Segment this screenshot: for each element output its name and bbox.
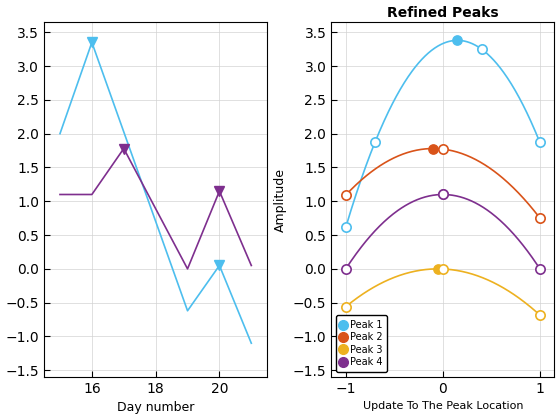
- Point: [535, 265, 544, 272]
- Point: [453, 37, 462, 44]
- Point: [535, 139, 544, 146]
- X-axis label: Day number: Day number: [117, 402, 194, 415]
- Point: [428, 145, 437, 152]
- Point: [370, 139, 379, 146]
- X-axis label: Update To The Peak Location: Update To The Peak Location: [362, 402, 523, 412]
- Point: [535, 215, 544, 221]
- Title: Refined Peaks: Refined Peaks: [387, 5, 498, 20]
- Point: [341, 303, 350, 310]
- Y-axis label: Amplitude: Amplitude: [274, 168, 287, 231]
- Point: [438, 191, 447, 198]
- Point: [477, 46, 486, 52]
- Point: [433, 265, 442, 272]
- Point: [438, 146, 447, 152]
- Point: [438, 265, 447, 272]
- Legend: Peak 1, Peak 2, Peak 3, Peak 4: Peak 1, Peak 2, Peak 3, Peak 4: [336, 315, 387, 372]
- Point: [341, 192, 350, 198]
- Point: [341, 224, 350, 231]
- Point: [535, 312, 544, 318]
- Point: [341, 265, 350, 272]
- Point: [438, 191, 447, 198]
